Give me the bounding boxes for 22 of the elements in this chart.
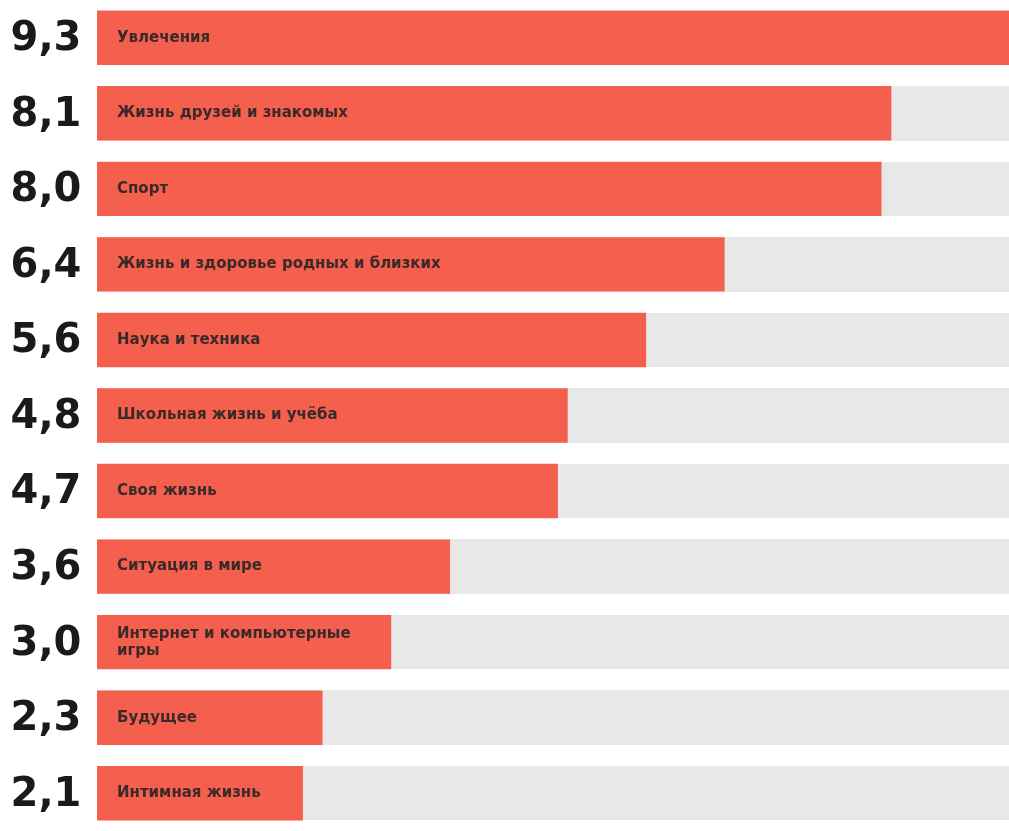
data-label: 2,3 xyxy=(10,693,82,740)
y-tick-label: Интимная жизнь xyxy=(117,783,261,802)
y-tick-label: Жизнь друзей и знакомых xyxy=(117,103,349,122)
y-tick-label: Интернет и компьютерные игры xyxy=(117,623,351,659)
y-tick-label: Своя жизнь xyxy=(117,480,217,499)
y-tick-label: Увлечения xyxy=(117,27,211,46)
y-tick-label: Спорт xyxy=(117,178,169,197)
data-label: 3,0 xyxy=(10,617,82,664)
data-label: 5,6 xyxy=(10,315,82,362)
y-tick-label: Наука и техника xyxy=(117,329,261,348)
y-tick-label: Жизнь и здоровье родных и близких xyxy=(117,254,442,273)
data-label: 4,8 xyxy=(10,390,82,437)
data-label: 4,7 xyxy=(10,466,82,513)
y-tick-label: Ситуация в мире xyxy=(117,556,262,575)
data-label: 6,4 xyxy=(10,239,82,286)
data-label: 3,6 xyxy=(10,541,82,588)
data-label: 2,1 xyxy=(10,768,82,815)
data-label: 9,3 xyxy=(10,13,82,60)
y-tick-label: Школьная жизнь и учёба xyxy=(117,405,338,424)
y-tick-label: Будущее xyxy=(117,707,198,726)
data-label: 8,1 xyxy=(10,88,82,135)
data-label: 8,0 xyxy=(10,164,82,211)
